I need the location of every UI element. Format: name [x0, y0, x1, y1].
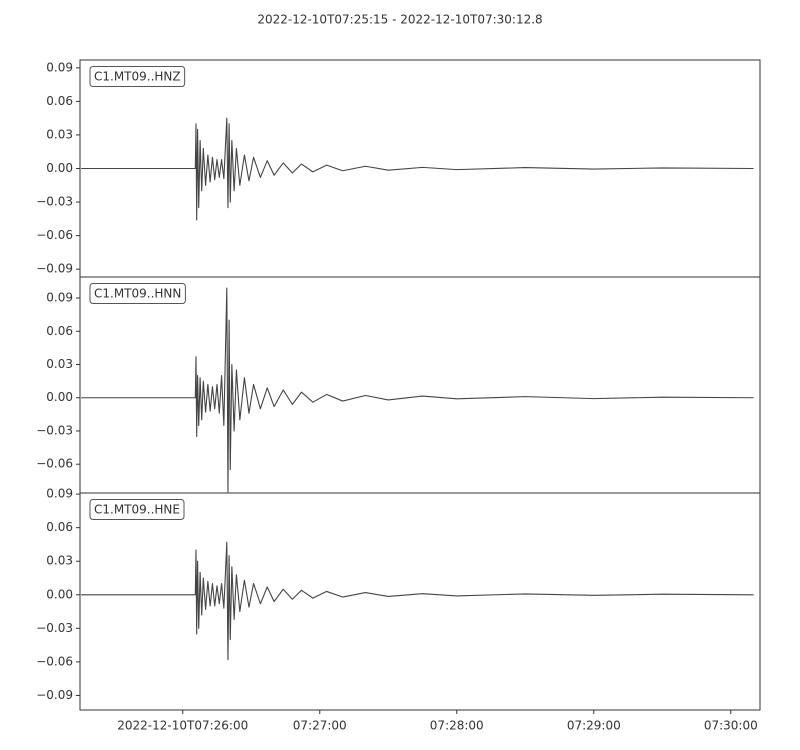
trace-label-box	[89, 283, 186, 304]
x-tick-label: 07:28:00	[430, 719, 484, 733]
chart-title: 2022-12-10T07:25:15 - 2022-12-10T07:30:1…	[257, 13, 542, 27]
y-tick-label: −0.03	[36, 423, 73, 437]
y-tick-label: −0.09	[36, 688, 73, 702]
y-tick-label: −0.03	[36, 195, 73, 209]
x-tick-label: 07:29:00	[567, 719, 621, 733]
y-tick-label: 0.03	[46, 127, 73, 141]
y-tick-label: 0.09	[46, 291, 73, 305]
panel-frame	[79, 276, 761, 494]
y-tick-label: −0.06	[36, 457, 73, 471]
y-tick-label: 0.06	[46, 324, 73, 338]
y-tick-label: 0.09	[46, 487, 73, 501]
trace	[81, 287, 754, 493]
y-tick-label: −0.06	[36, 654, 73, 668]
trace	[81, 541, 754, 661]
y-tick-label: 0.09	[46, 60, 73, 74]
y-tick-label: −0.09	[36, 262, 73, 276]
y-tick-label: 0.03	[46, 554, 73, 568]
trace-label: C1.MT09..HNZ	[94, 70, 181, 84]
trace	[81, 117, 754, 221]
trace-label: C1.MT09..HNN	[94, 287, 181, 301]
y-tick-label: 0.03	[46, 357, 73, 371]
x-tick-label: 2022-12-10T07:26:00	[117, 719, 248, 733]
y-tick-label: −0.06	[36, 228, 73, 242]
trace-label: C1.MT09..HNE	[94, 503, 180, 517]
x-tick-label: 07:30:00	[704, 719, 758, 733]
trace-label-box	[89, 499, 185, 520]
y-tick-label: 0.06	[46, 520, 73, 534]
x-tick-label: 07:27:00	[293, 719, 347, 733]
y-tick-label: 0.00	[46, 587, 73, 601]
y-tick-label: 0.00	[46, 390, 73, 404]
y-tick-label: −0.03	[36, 621, 73, 635]
panel-frame	[79, 492, 761, 711]
y-tick-label: 0.00	[46, 161, 73, 175]
y-tick-label: 0.06	[46, 94, 73, 108]
trace-label-box	[89, 66, 186, 87]
